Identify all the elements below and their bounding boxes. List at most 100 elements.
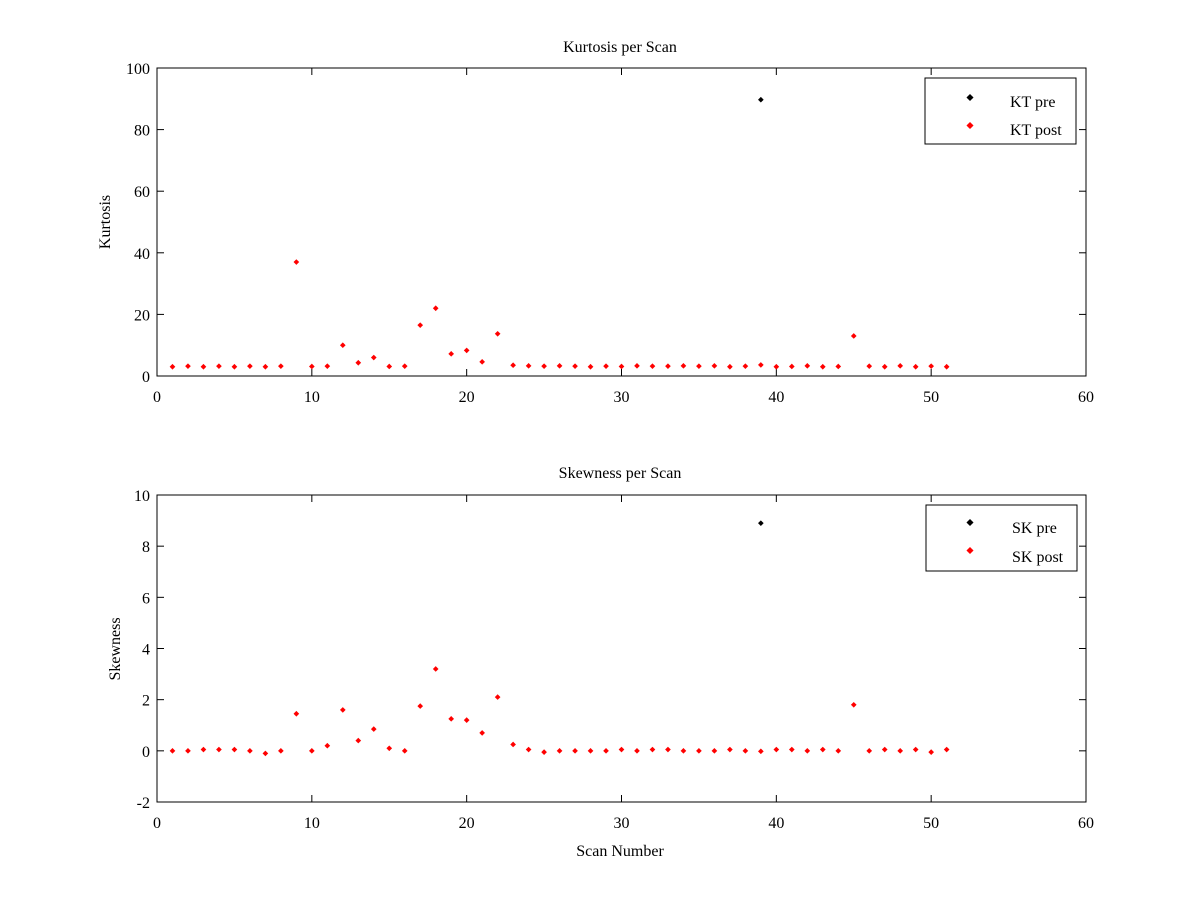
- kurtosis-point-post: [401, 363, 408, 369]
- skewness-point-post: [525, 746, 532, 753]
- skewness-point-post: [556, 748, 563, 754]
- skewness-y-tick-label: 6: [142, 590, 150, 607]
- kurtosis-y-tick-label: 0: [142, 369, 150, 386]
- kurtosis-point-post: [943, 363, 950, 370]
- kurtosis-point-post: [231, 363, 238, 370]
- skewness-point-post: [618, 746, 625, 753]
- skewness-legend: SK pre SK post: [925, 504, 1078, 572]
- kurtosis-point-post: [324, 363, 331, 369]
- kurtosis-point-post: [881, 363, 888, 370]
- kurtosis-point-post: [293, 259, 300, 265]
- skewness-point-post: [572, 748, 578, 754]
- kurtosis-point-post: [278, 363, 284, 369]
- skewness-y-tick-label: 10: [134, 488, 150, 505]
- skewness-y-tick-label: 2: [142, 693, 150, 710]
- kurtosis-point-post: [773, 363, 780, 370]
- kurtosis-point-pre: [758, 96, 764, 103]
- skewness-legend-label-pre: SK pre: [1012, 520, 1057, 537]
- skewness-y-tick-label: 0: [142, 744, 150, 761]
- skewness-point-post: [401, 748, 408, 754]
- kurtosis-point-post: [541, 363, 547, 369]
- skewness-point-post: [711, 748, 718, 754]
- kurtosis-point-post: [897, 363, 904, 369]
- kurtosis-point-post: [432, 305, 439, 312]
- skewness-marks: [169, 520, 950, 757]
- skewness-y-axis-label: Skewness: [107, 617, 124, 680]
- kurtosis-point-post: [665, 363, 671, 369]
- kurtosis-point-post: [618, 363, 625, 370]
- skewness-point-post: [200, 746, 207, 753]
- kurtosis-point-post: [339, 342, 346, 349]
- skewness-chart: Skewness per Scan Skewness Scan Number 0…: [107, 465, 1094, 860]
- kurtosis-point-post: [912, 363, 919, 370]
- skewness-point-post: [850, 701, 857, 708]
- kurtosis-point-post: [510, 362, 516, 369]
- skewness-point-post: [169, 748, 176, 754]
- kurtosis-point-post: [835, 363, 842, 370]
- kurtosis-x-tick-label: 60: [1078, 389, 1094, 406]
- kurtosis-point-post: [866, 363, 873, 369]
- kurtosis-point-post: [262, 363, 269, 370]
- skewness-x-tick-label: 20: [459, 815, 475, 832]
- skewness-point-post: [943, 746, 950, 753]
- skewness-point-post: [231, 746, 238, 753]
- skewness-point-post: [262, 750, 269, 757]
- kurtosis-x-tick-label: 10: [304, 389, 320, 406]
- kurtosis-point-post: [649, 363, 656, 369]
- kurtosis-legend-marker-pre: [966, 93, 974, 102]
- kurtosis-point-post: [355, 359, 362, 366]
- kurtosis-point-post: [788, 363, 795, 370]
- kurtosis-legend-label-pre: KT pre: [1010, 94, 1055, 111]
- kurtosis-point-post: [185, 363, 191, 369]
- kurtosis-x-tick-label: 20: [459, 389, 475, 406]
- kurtosis-x-tick-label: 40: [768, 389, 784, 406]
- kurtosis-point-post: [696, 363, 702, 369]
- kurtosis-point-post: [216, 363, 222, 369]
- kurtosis-marks: [169, 96, 950, 370]
- kurtosis-point-post: [525, 363, 532, 369]
- skewness-legend-marker-pre: [966, 518, 974, 527]
- skewness-point-post: [479, 730, 485, 736]
- skewness-point-post: [247, 748, 253, 754]
- skewness-point-post: [881, 746, 888, 753]
- skewness-point-post: [603, 748, 609, 754]
- kurtosis-point-post: [587, 363, 594, 370]
- kurtosis-point-post: [850, 333, 857, 339]
- kurtosis-point-post: [727, 363, 733, 370]
- skewness-point-post: [370, 726, 377, 732]
- kurtosis-point-post: [169, 363, 176, 370]
- skewness-point-post: [696, 748, 702, 754]
- skewness-x-tick-label: 50: [923, 815, 939, 832]
- skewness-y-tick-label: -2: [137, 795, 150, 812]
- skewness-point-post: [835, 748, 842, 754]
- skewness-point-post: [355, 737, 362, 744]
- kurtosis-point-post: [928, 363, 934, 369]
- kurtosis-point-post: [370, 354, 377, 361]
- kurtosis-point-post: [386, 363, 393, 370]
- skewness-point-post: [727, 746, 733, 753]
- skewness-point-post: [928, 749, 934, 755]
- skewness-point-post: [324, 742, 331, 749]
- skewness-point-post: [510, 741, 516, 748]
- skewness-y-tick-label: 4: [142, 642, 150, 659]
- skewness-x-tick-label: 10: [304, 815, 320, 832]
- skewness-y-tick-label: 8: [142, 539, 150, 556]
- kurtosis-point-post: [572, 363, 578, 369]
- skewness-legend-label-post: SK post: [1012, 549, 1064, 566]
- skewness-point-post: [665, 746, 671, 753]
- skewness-point-post: [386, 745, 393, 752]
- kurtosis-y-tick-label: 100: [126, 61, 150, 78]
- skewness-point-post: [866, 748, 873, 754]
- kurtosis-point-post: [309, 363, 315, 370]
- kurtosis-y-tick-label: 60: [134, 184, 150, 201]
- skewness-point-post: [819, 746, 826, 753]
- kurtosis-axes: 0 10 20 30 40 50 60 0 20 40 60 80 100: [126, 61, 1094, 406]
- kurtosis-legend-box: [924, 77, 1077, 145]
- skewness-x-axis-label: Scan Number: [576, 843, 664, 860]
- skewness-point-post: [912, 746, 919, 753]
- kurtosis-point-post: [804, 363, 811, 369]
- skewness-point-post: [758, 748, 764, 755]
- skewness-x-tick-label: 60: [1078, 815, 1094, 832]
- kurtosis-point-post: [680, 363, 687, 369]
